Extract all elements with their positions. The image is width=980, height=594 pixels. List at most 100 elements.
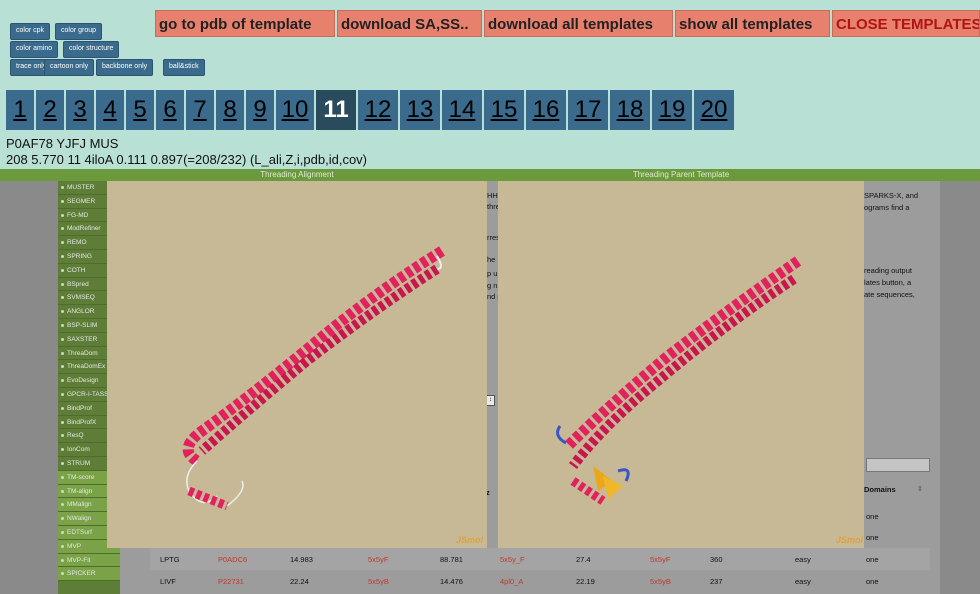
sidebar-item[interactable]: SAXSTER	[58, 333, 120, 347]
template-number-button[interactable]: 18	[610, 90, 650, 130]
z-column-header: z	[486, 488, 490, 497]
template-number-button[interactable]: 19	[652, 90, 692, 130]
domain-value: one	[866, 533, 879, 542]
domain-value: one	[866, 512, 879, 521]
template-number-button[interactable]: 4	[96, 90, 124, 130]
jsmol-label: JSmol	[836, 535, 864, 545]
template-number-button[interactable]: 17	[568, 90, 608, 130]
sidebar-item[interactable]: SPRING	[58, 250, 120, 264]
table-cell-link[interactable]: 4pl0_A	[500, 577, 524, 586]
table-cell-link[interactable]: 5x5yB	[368, 577, 389, 586]
sidebar-item[interactable]: EvoDesign	[58, 374, 120, 388]
domains-column-header[interactable]: Domains	[864, 485, 896, 494]
sidebar-item[interactable]: BindProfX	[58, 416, 120, 430]
table-cell-link[interactable]: P0ADC6	[218, 555, 248, 564]
protein-cartoon-right: JSmol	[556, 256, 864, 545]
template-number-button[interactable]: 8	[216, 90, 244, 130]
template-number-button[interactable]: 12	[358, 90, 398, 130]
table-cell: 22.19	[576, 577, 595, 586]
table-cell: 27.4	[576, 555, 591, 564]
table-row: LPTG P0ADC6 14.983 5x5yF 88.781 5x5y_F 2…	[150, 548, 930, 570]
sidebar-item[interactable]: ModRefiner	[58, 222, 120, 237]
table-cell: 14.983	[290, 555, 313, 564]
threading-alignment-title: Threading Alignment	[107, 169, 487, 181]
bg-text-line: ograms find a	[864, 203, 910, 212]
template-number-button[interactable]: 6	[156, 90, 184, 130]
table-cell: 88.781	[440, 555, 463, 564]
sidebar-item[interactable]: ANGLOR	[58, 305, 120, 319]
threading-alignment-viewer[interactable]: JSmol	[107, 181, 487, 548]
cartoon-only-button[interactable]: cartoon only	[44, 59, 95, 76]
sort-arrow-icon[interactable]: ⇕	[917, 486, 923, 493]
sort-control-icon[interactable]: ↕	[486, 395, 495, 406]
table-cell: 14.476	[440, 577, 463, 586]
download-sa-ss-button[interactable]: download SA,SS..	[337, 10, 482, 37]
ball-and-stick-button[interactable]: ball&stick	[163, 59, 205, 76]
sidebar-item[interactable]: GPCR-I-TASSER	[58, 388, 120, 402]
color-group-button[interactable]: color group	[55, 23, 103, 40]
table-cell-link[interactable]: 5x5y_F	[500, 555, 525, 564]
template-number-button[interactable]: 3	[66, 90, 94, 130]
backbone-only-button[interactable]: backbone only	[96, 59, 154, 76]
template-number-button[interactable]: 7	[186, 90, 214, 130]
sidebar-item[interactable]: ThreaDomEx	[58, 360, 120, 375]
sidebar-item[interactable]: MMalign	[58, 498, 120, 513]
template-number-button[interactable]: 9	[246, 90, 274, 130]
sidebar-item[interactable]: FG-MD	[58, 209, 120, 223]
bg-text-line: reading output	[864, 266, 912, 275]
template-score-line: 208 5.770 11 4iloA 0.111 0.897(=208/232)…	[6, 152, 368, 167]
color-amino-button[interactable]: color amino	[10, 41, 59, 58]
table-cell-link[interactable]: P22731	[218, 577, 244, 586]
parent-template-viewer[interactable]: JSmol	[498, 181, 864, 548]
parent-template-title: Threading Parent Template	[498, 169, 864, 181]
download-all-templates-button[interactable]: download all templates	[484, 10, 673, 37]
template-number-button[interactable]: 1	[6, 90, 34, 130]
table-cell: easy	[795, 555, 811, 564]
sidebar-item[interactable]: BindProf	[58, 402, 120, 416]
sidebar-item[interactable]: IonCom	[58, 443, 120, 457]
template-number-button[interactable]: 13	[400, 90, 440, 130]
table-cell-link[interactable]: 5x5yF	[368, 555, 389, 564]
close-templates-button[interactable]: CLOSE TEMPLATES	[832, 10, 980, 37]
template-number-button[interactable]: 15	[484, 90, 524, 130]
template-number-button[interactable]: 16	[526, 90, 566, 130]
bg-text-fragment: p u	[487, 269, 498, 278]
template-number-button[interactable]: 10	[276, 90, 314, 130]
sidebar-item[interactable]: SEGMER	[58, 195, 120, 209]
sidebar-item[interactable]: REMO	[58, 236, 120, 250]
sidebar-item[interactable]: MUSTER	[58, 181, 120, 195]
bg-text-fragment: he	[487, 255, 496, 264]
show-all-templates-button[interactable]: show all templates	[675, 10, 830, 37]
sidebar-item[interactable]: SPICKER	[58, 567, 120, 582]
color-structure-button[interactable]: color structure	[63, 41, 120, 58]
template-number-button[interactable]: 2	[36, 90, 64, 130]
table-cell: LPTG	[160, 555, 180, 564]
table-cell-link[interactable]: 5x5yB	[650, 577, 671, 586]
template-number-button[interactable]: 11	[316, 90, 356, 130]
table-cell-link[interactable]: 5x5yF	[650, 555, 671, 564]
template-number-button[interactable]: 5	[126, 90, 154, 130]
sidebar-item[interactable]: STRUM	[58, 457, 120, 471]
bg-text-fragment: thre	[487, 202, 500, 211]
sidebar-item[interactable]: TM-align	[58, 484, 120, 499]
sidebar-item[interactable]: NWalign	[58, 512, 120, 526]
sidebar-item[interactable]: ThreaDom	[58, 347, 120, 361]
go-to-pdb-button[interactable]: go to pdb of template	[155, 10, 335, 37]
sidebar-item[interactable]: MVP	[58, 539, 120, 554]
template-header-line: P0AF78 YJFJ MUS	[6, 136, 119, 151]
bg-text-fragment: g n	[487, 281, 498, 290]
table-search-input[interactable]	[866, 458, 930, 472]
sidebar-item[interactable]: SVMSEQ	[58, 291, 120, 306]
sidebar-item[interactable]: TM-score	[58, 470, 120, 485]
sidebar-item[interactable]: BSP-SLIM	[58, 319, 120, 333]
color-cpk-button[interactable]: color cpk	[10, 23, 51, 40]
sidebar-item[interactable]: ResQ	[58, 429, 120, 444]
sidebar-item[interactable]: COTH	[58, 264, 120, 278]
sidebar-item[interactable]: BSpred	[58, 278, 120, 292]
template-number-button[interactable]: 14	[442, 90, 482, 130]
sidebar-item[interactable]: MVP-Fit	[58, 553, 120, 568]
table-row: LIVF P22731 22.24 5x5yB 14.476 4pl0_A 22…	[150, 570, 930, 592]
sidebar-item[interactable]: EDTSurf	[58, 525, 120, 540]
table-cell: 237	[710, 577, 723, 586]
template-number-button[interactable]: 20	[694, 90, 734, 130]
